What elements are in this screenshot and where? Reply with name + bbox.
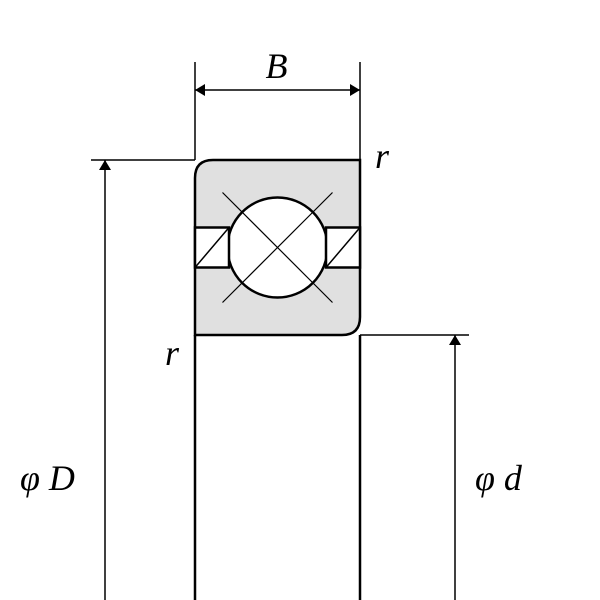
label-phiD: φ D — [20, 458, 75, 498]
label-phid: φ d — [475, 458, 523, 498]
label-r-top: r — [375, 136, 390, 176]
bearing-cross-section — [195, 160, 360, 335]
label-B: B — [266, 46, 288, 86]
label-r-bottom: r — [165, 333, 180, 373]
